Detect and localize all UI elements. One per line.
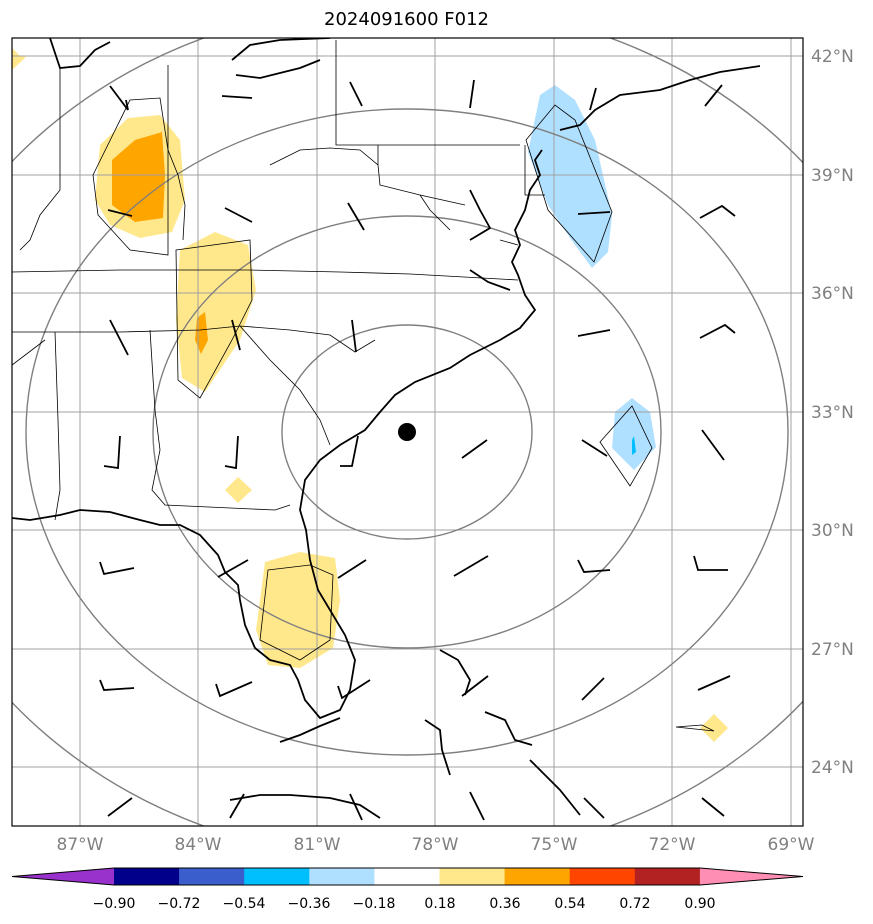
positive-anomaly-region [225, 477, 252, 503]
colorbar-segment [374, 868, 440, 885]
colorbar-segment [439, 868, 506, 885]
anomaly-shading [12, 48, 728, 742]
range-rings [12, 38, 803, 826]
colorbar-segment [244, 868, 310, 885]
lat-label: 27°N [811, 640, 854, 660]
positive-anomaly-region [176, 232, 256, 392]
map-frame [11, 37, 804, 827]
negative-anomaly-region [612, 398, 656, 470]
colorbar-tick-label: 0.54 [554, 896, 585, 912]
lon-label: 87°W [57, 835, 104, 855]
lat-label: 39°N [811, 166, 854, 186]
lon-label: 75°W [531, 835, 578, 855]
strong-positive-anomaly-region [112, 132, 165, 222]
positive-anomaly-region [256, 552, 340, 668]
positive-anomaly-region [700, 714, 728, 742]
lat-label: 30°N [811, 521, 854, 541]
colorbar-tick-label: 0.72 [619, 896, 650, 912]
colorbar-tick-label: 0.36 [489, 896, 520, 912]
graticule [12, 38, 803, 826]
colorbar-segment [114, 868, 180, 885]
colorbar-segment [569, 868, 636, 885]
colorbar-segment [504, 868, 571, 885]
longitude-labels: 87°W 84°W 81°W 78°W 75°W 72°W 69°W [57, 835, 815, 855]
lon-label: 84°W [175, 835, 222, 855]
lon-label: 78°W [412, 835, 459, 855]
colorbar-tick-label: −0.36 [288, 896, 331, 912]
lon-label: 72°W [649, 835, 696, 855]
colorbar-extend-high [699, 868, 803, 885]
lon-label: 69°W [768, 835, 815, 855]
negative-anomaly-region [528, 85, 612, 268]
colorbar-segment [179, 868, 245, 885]
storm-center-marker [398, 423, 416, 441]
lat-label: 42°N [811, 47, 854, 67]
coastlines [12, 38, 761, 819]
colorbar-tick-label: −0.18 [353, 896, 396, 912]
latitude-labels: 42°N 39°N 36°N 33°N 30°N 27°N 24°N [811, 47, 854, 778]
colorbar-tick-label: −0.54 [223, 896, 266, 912]
anomaly-contours [92, 97, 715, 732]
map-panel [12, 38, 803, 826]
lat-label: 24°N [811, 758, 854, 778]
strong-negative-anomaly-region [632, 436, 636, 455]
lat-label: 36°N [811, 284, 854, 304]
colorbar-outline [11, 867, 804, 886]
wind-barbs [99, 79, 736, 821]
lon-label: 81°W [294, 835, 341, 855]
lat-label: 33°N [811, 403, 854, 423]
colorbar-tick-label: 0.18 [424, 896, 455, 912]
colorbar-segment [634, 868, 701, 885]
positive-anomaly-region [12, 48, 26, 70]
colorbar-tick-label: 0.90 [684, 896, 715, 912]
colorbar-tick-label: −0.72 [158, 896, 201, 912]
colorbar-tick-labels: −0.90 −0.72 −0.54 −0.36 −0.18 0.18 0.36 … [93, 896, 716, 912]
colorbar-segment [309, 868, 375, 885]
colorbar-extend-low [12, 868, 114, 885]
colorbar-tick-label: −0.90 [93, 896, 136, 912]
colorbar [11, 867, 804, 886]
map-title: 2024091600 F012 [324, 9, 489, 30]
state-borders [12, 40, 545, 521]
